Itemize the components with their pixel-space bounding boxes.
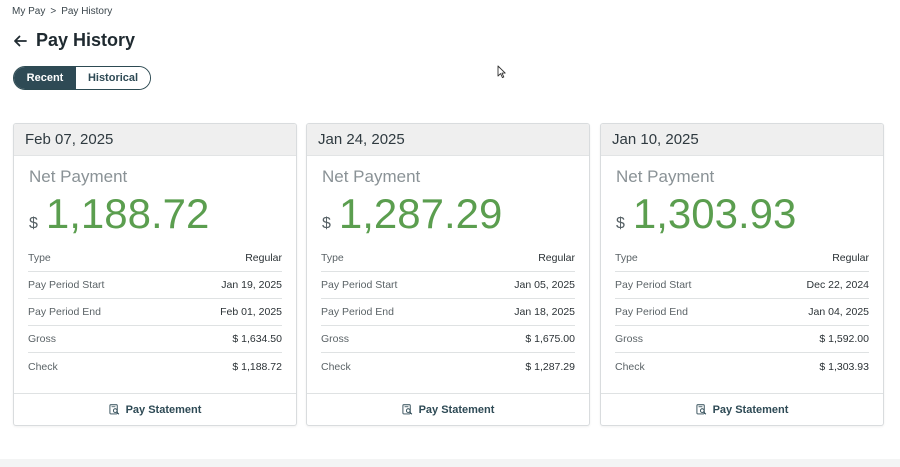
detail-label: Gross — [615, 333, 644, 345]
detail-row-period-start: Pay Period Start Jan 05, 2025 — [321, 272, 575, 299]
net-payment-label: Net Payment — [29, 167, 128, 186]
pay-date: Jan 24, 2025 — [307, 124, 589, 156]
pay-card: Jan 10, 2025 Net Payment $ 1,303.93 Type… — [600, 123, 884, 426]
pay-card: Feb 07, 2025 Net Payment $ 1,188.72 Type… — [13, 123, 297, 426]
detail-row-type: Type Regular — [28, 245, 282, 272]
detail-value: Feb 01, 2025 — [220, 306, 282, 318]
net-payment-label: Net Payment — [616, 167, 715, 186]
detail-row-gross: Gross $ 1,634.50 — [28, 326, 282, 353]
net-payment-amount: $ 1,188.72 — [29, 191, 296, 237]
detail-value: $ 1,592.00 — [819, 333, 869, 345]
detail-row-period-start: Pay Period Start Jan 19, 2025 — [28, 272, 282, 299]
net-payment-amount: $ 1,287.29 — [322, 191, 589, 237]
period-toggle: Recent Historical — [13, 66, 151, 90]
detail-row-gross: Gross $ 1,675.00 — [321, 326, 575, 353]
net-amount-value: 1,303.93 — [632, 190, 797, 237]
breadcrumb-separator: > — [50, 6, 57, 17]
detail-label: Pay Period End — [28, 306, 101, 318]
detail-row-period-end: Pay Period End Feb 01, 2025 — [28, 299, 282, 326]
detail-value: Regular — [245, 252, 282, 264]
tab-historical[interactable]: Historical — [76, 67, 150, 89]
detail-value: Regular — [832, 252, 869, 264]
detail-value: Jan 19, 2025 — [221, 279, 282, 291]
detail-value: Jan 04, 2025 — [808, 306, 869, 318]
detail-value: Regular — [538, 252, 575, 264]
detail-label: Pay Period End — [321, 306, 394, 318]
detail-row-gross: Gross $ 1,592.00 — [615, 326, 869, 353]
detail-value: $ 1,188.72 — [232, 360, 282, 373]
breadcrumb: My Pay > Pay History — [12, 6, 112, 17]
detail-row-period-end: Pay Period End Jan 18, 2025 — [321, 299, 575, 326]
page-title: Pay History — [36, 30, 136, 50]
breadcrumb-current: Pay History — [61, 6, 113, 17]
currency-symbol: $ — [322, 215, 331, 232]
detail-label: Pay Period Start — [28, 279, 105, 291]
detail-row-type: Type Regular — [321, 245, 575, 272]
document-search-icon — [402, 404, 413, 415]
pay-statement-button[interactable]: Pay Statement — [601, 393, 883, 425]
breadcrumb-my-pay[interactable]: My Pay — [12, 6, 46, 17]
detail-label: Check — [28, 360, 58, 373]
detail-row-check: Check $ 1,287.29 — [321, 353, 575, 380]
detail-label: Check — [321, 360, 351, 373]
pay-details: Type Regular Pay Period Start Jan 05, 20… — [321, 245, 575, 380]
pay-statement-button[interactable]: Pay Statement — [14, 393, 296, 425]
tab-recent[interactable]: Recent — [14, 67, 76, 89]
net-amount-value: 1,188.72 — [45, 190, 210, 237]
detail-label: Pay Period End — [615, 306, 688, 318]
pay-statement-label: Pay Statement — [418, 403, 495, 416]
page-footer-strip — [0, 459, 900, 467]
detail-row-check: Check $ 1,188.72 — [28, 353, 282, 380]
detail-label: Gross — [321, 333, 350, 345]
pay-statement-label: Pay Statement — [125, 403, 202, 416]
detail-row-check: Check $ 1,303.93 — [615, 353, 869, 380]
pay-card: Jan 24, 2025 Net Payment $ 1,287.29 Type… — [306, 123, 590, 426]
arrow-left-icon[interactable] — [12, 33, 28, 49]
mouse-cursor-icon — [497, 65, 506, 79]
detail-value: $ 1,303.93 — [819, 360, 869, 373]
page-header: Pay History — [12, 30, 135, 51]
detail-label: Pay Period Start — [321, 279, 398, 291]
detail-value: $ 1,634.50 — [232, 333, 282, 345]
detail-label: Type — [615, 252, 638, 264]
pay-statement-label: Pay Statement — [712, 403, 789, 416]
detail-label: Type — [28, 252, 51, 264]
net-payment-amount: $ 1,303.93 — [616, 191, 883, 237]
detail-row-period-end: Pay Period End Jan 04, 2025 — [615, 299, 869, 326]
net-payment-label: Net Payment — [322, 167, 421, 186]
detail-value: $ 1,675.00 — [525, 333, 575, 345]
pay-details: Type Regular Pay Period Start Dec 22, 20… — [615, 245, 869, 380]
detail-label: Type — [321, 252, 344, 264]
pay-date: Jan 10, 2025 — [601, 124, 883, 156]
pay-statement-button[interactable]: Pay Statement — [307, 393, 589, 425]
pay-date: Feb 07, 2025 — [14, 124, 296, 156]
currency-symbol: $ — [29, 215, 38, 232]
detail-row-period-start: Pay Period Start Dec 22, 2024 — [615, 272, 869, 299]
detail-value: Jan 05, 2025 — [514, 279, 575, 291]
detail-value: Dec 22, 2024 — [806, 279, 869, 291]
document-search-icon — [696, 404, 707, 415]
detail-value: Jan 18, 2025 — [514, 306, 575, 318]
pay-details: Type Regular Pay Period Start Jan 19, 20… — [28, 245, 282, 380]
document-search-icon — [109, 404, 120, 415]
detail-label: Pay Period Start — [615, 279, 692, 291]
detail-value: $ 1,287.29 — [525, 360, 575, 373]
detail-label: Gross — [28, 333, 57, 345]
detail-label: Check — [615, 360, 645, 373]
net-amount-value: 1,287.29 — [338, 190, 503, 237]
detail-row-type: Type Regular — [615, 245, 869, 272]
currency-symbol: $ — [616, 215, 625, 232]
